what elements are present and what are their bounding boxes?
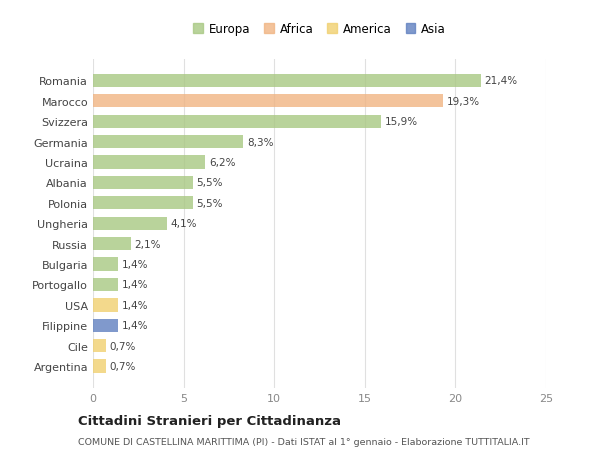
Text: 5,5%: 5,5% <box>196 178 223 188</box>
Bar <box>93 278 118 291</box>
Bar <box>93 339 106 353</box>
Bar <box>93 156 205 169</box>
Bar <box>93 319 118 332</box>
Text: 21,4%: 21,4% <box>484 76 518 86</box>
Bar <box>93 237 131 251</box>
Bar <box>93 75 481 88</box>
Text: 0,7%: 0,7% <box>109 341 136 351</box>
Text: 1,4%: 1,4% <box>122 300 148 310</box>
Text: 0,7%: 0,7% <box>109 361 136 371</box>
Text: 15,9%: 15,9% <box>385 117 418 127</box>
Text: 1,4%: 1,4% <box>122 259 148 269</box>
Bar <box>93 95 443 108</box>
Text: Cittadini Stranieri per Cittadinanza: Cittadini Stranieri per Cittadinanza <box>78 414 341 428</box>
Bar <box>93 136 244 149</box>
Bar <box>93 299 118 312</box>
Text: 1,4%: 1,4% <box>122 280 148 290</box>
Text: 6,2%: 6,2% <box>209 158 235 168</box>
Bar <box>93 217 167 230</box>
Text: COMUNE DI CASTELLINA MARITTIMA (PI) - Dati ISTAT al 1° gennaio - Elaborazione TU: COMUNE DI CASTELLINA MARITTIMA (PI) - Da… <box>78 437 530 446</box>
Text: 4,1%: 4,1% <box>171 219 197 229</box>
Text: 1,4%: 1,4% <box>122 320 148 330</box>
Bar <box>93 258 118 271</box>
Legend: Europa, Africa, America, Asia: Europa, Africa, America, Asia <box>193 23 446 36</box>
Bar <box>93 176 193 190</box>
Text: 2,1%: 2,1% <box>134 239 161 249</box>
Bar <box>93 115 381 129</box>
Bar <box>93 360 106 373</box>
Text: 5,5%: 5,5% <box>196 198 223 208</box>
Text: 19,3%: 19,3% <box>446 96 479 106</box>
Text: 8,3%: 8,3% <box>247 137 274 147</box>
Bar <box>93 197 193 210</box>
